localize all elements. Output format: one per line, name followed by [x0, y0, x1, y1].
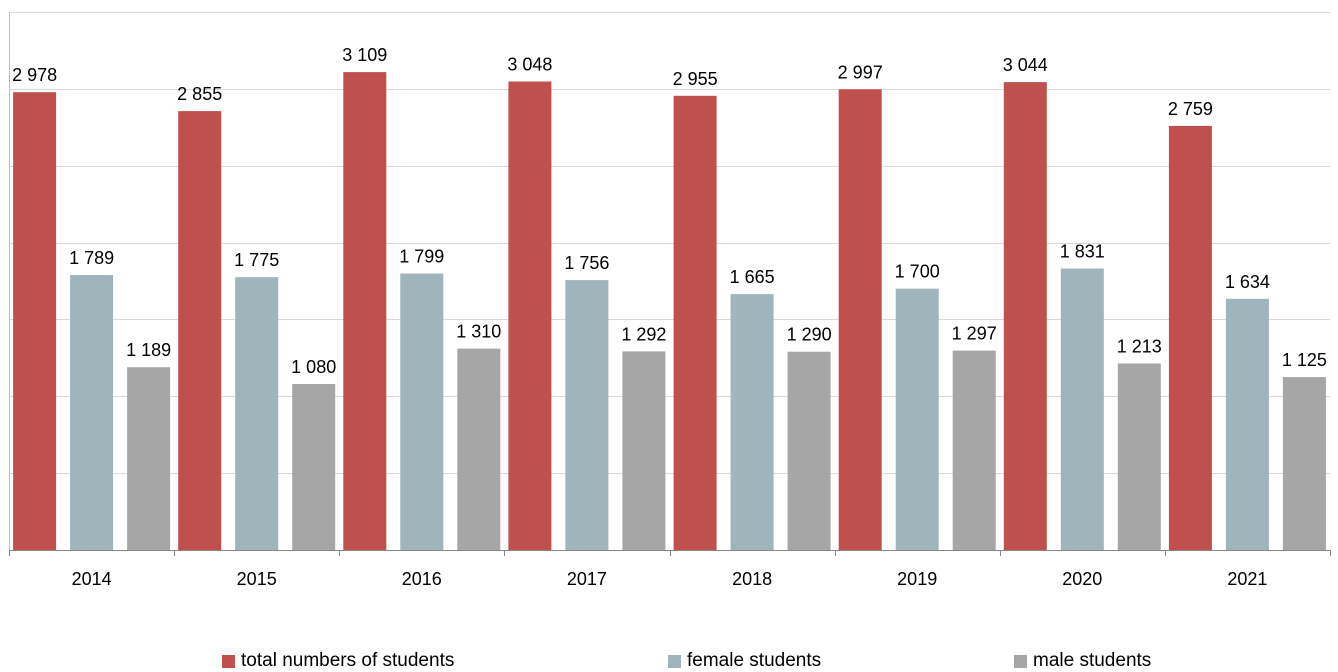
x-tick-label-2020: 2020: [1062, 569, 1102, 589]
x-tick-label-2016: 2016: [402, 569, 442, 589]
data-label-total-2021: 2 759: [1168, 99, 1213, 119]
data-labels: 2 978 1 789 1 189 2 855 1 775 1 080 3 109 1 799…: [12, 45, 1327, 377]
bar-total-2016: [343, 72, 387, 550]
bar-male-2017: [622, 351, 666, 550]
bar-female-2021: [1225, 298, 1269, 550]
data-label-total-2014: 2 978: [12, 65, 57, 85]
bar-female-2019: [895, 288, 939, 550]
x-tick-label-2015: 2015: [237, 569, 277, 589]
data-label-male-2019: 1 297: [952, 324, 997, 344]
bar-male-2020: [1117, 363, 1161, 550]
legend-swatch-male: [1014, 654, 1027, 668]
bar-male-2016: [457, 348, 501, 550]
bar-total-2015: [178, 111, 222, 550]
bar-female-2020: [1060, 268, 1104, 550]
bar-total-2017: [508, 81, 552, 550]
legend-swatch-total: [222, 654, 235, 668]
bar-female-2014: [70, 275, 114, 550]
x-tick-label-2014: 2014: [72, 569, 112, 589]
data-label-female-2019: 1 700: [895, 262, 940, 282]
data-label-male-2018: 1 290: [787, 325, 832, 345]
legend-item-female: female students: [668, 650, 821, 672]
legend-swatch-female: [668, 654, 681, 668]
data-label-female-2015: 1 775: [234, 250, 279, 270]
bar-male-2019: [952, 350, 996, 550]
data-label-total-2016: 3 109: [342, 45, 387, 65]
data-label-female-2017: 1 756: [564, 253, 609, 273]
bar-total-2021: [1168, 125, 1212, 551]
legend-item-male: male students: [1014, 650, 1151, 672]
bar-female-2017: [565, 280, 609, 550]
data-label-female-2016: 1 799: [399, 247, 444, 267]
bar-male-2021: [1282, 377, 1326, 550]
data-label-total-2019: 2 997: [838, 62, 883, 82]
x-tick-label-2019: 2019: [897, 569, 937, 589]
data-label-total-2018: 2 955: [673, 69, 718, 89]
data-label-male-2017: 1 292: [621, 324, 666, 344]
bar-male-2018: [787, 351, 831, 550]
legend-label-total: total numbers of students: [241, 650, 455, 671]
legend-label-female: female students: [687, 650, 822, 671]
x-tick-label-2021: 2021: [1227, 569, 1267, 589]
data-label-total-2017: 3 048: [507, 55, 552, 75]
data-label-female-2021: 1 634: [1225, 272, 1270, 292]
x-tick-label-2018: 2018: [732, 569, 772, 589]
data-label-total-2015: 2 855: [177, 84, 222, 104]
bar-male-2015: [292, 384, 336, 550]
data-label-male-2015: 1 080: [291, 357, 336, 377]
data-label-female-2020: 1 831: [1060, 242, 1105, 262]
data-label-male-2020: 1 213: [1117, 337, 1162, 357]
x-axis: 2014 2015 2016 2017 2018 2019 2020 2021: [9, 12, 1331, 589]
data-label-male-2016: 1 310: [456, 322, 501, 342]
legend-item-total: total numbers of students: [222, 650, 454, 672]
bar-total-2014: [13, 92, 57, 550]
bar-female-2016: [400, 273, 444, 550]
bar-total-2020: [1003, 82, 1047, 550]
data-label-male-2021: 1 125: [1282, 350, 1327, 370]
data-label-female-2018: 1 665: [730, 267, 775, 287]
gridlines: [9, 12, 1330, 474]
bar-total-2019: [838, 89, 882, 551]
bar-female-2015: [235, 277, 279, 550]
legend-label-male: male students: [1033, 650, 1152, 671]
bar-male-2014: [127, 367, 171, 550]
bar-female-2018: [730, 294, 774, 550]
x-tick-label-2017: 2017: [567, 569, 607, 589]
legend: total numbers of students female student…: [0, 650, 1338, 672]
data-label-male-2014: 1 189: [126, 340, 171, 360]
data-label-total-2020: 3 044: [1003, 55, 1048, 75]
bars: [13, 72, 1326, 551]
data-label-female-2014: 1 789: [69, 248, 114, 268]
bar-total-2018: [673, 95, 717, 551]
